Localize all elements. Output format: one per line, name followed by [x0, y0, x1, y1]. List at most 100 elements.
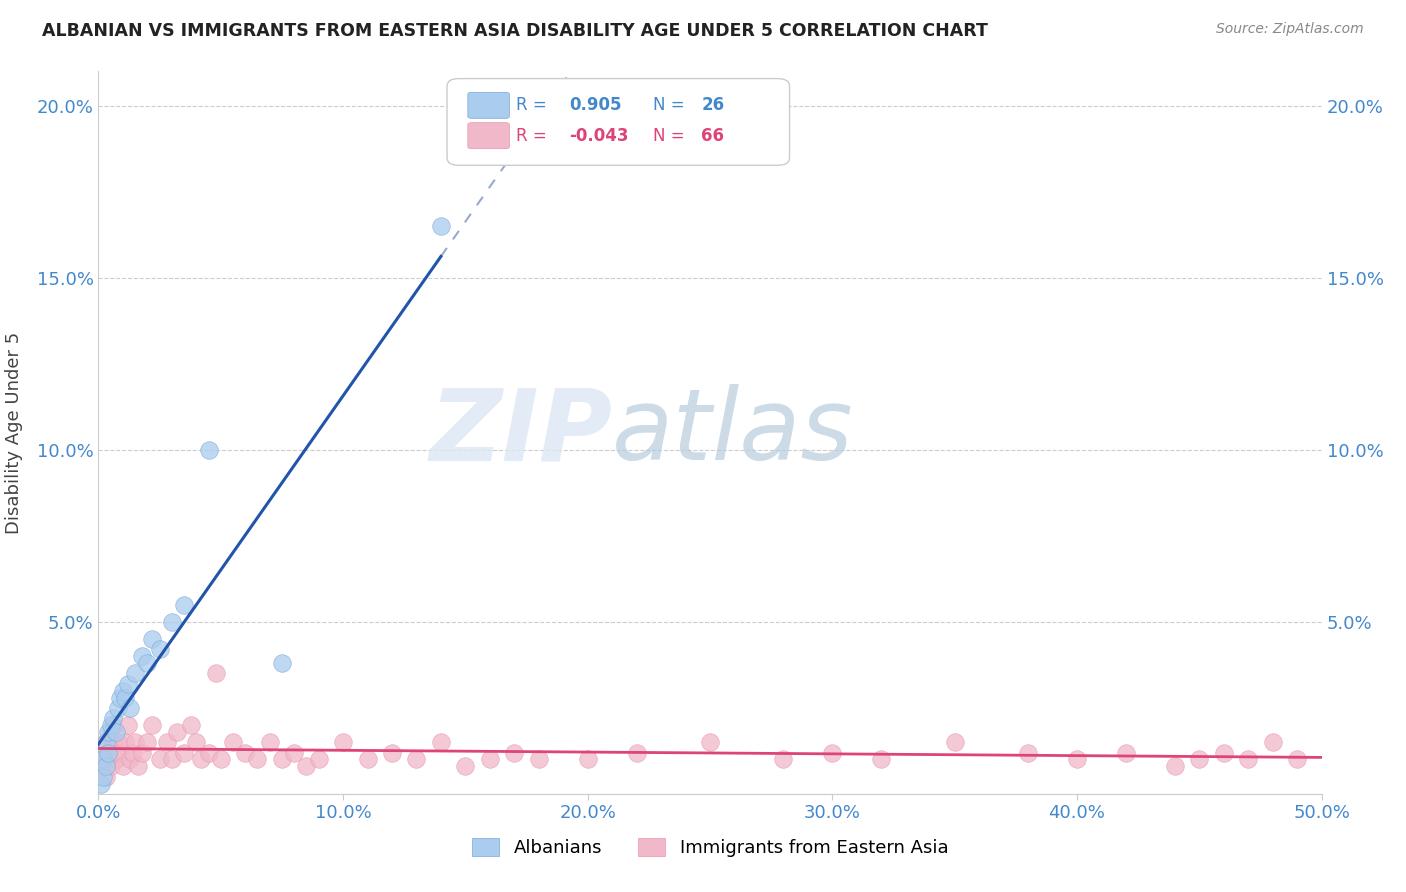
Point — [97, 746, 120, 760]
Point — [131, 649, 153, 664]
Point — [209, 752, 232, 766]
Point — [332, 735, 354, 749]
Point — [160, 752, 183, 766]
Legend: Albanians, Immigrants from Eastern Asia: Albanians, Immigrants from Eastern Asia — [472, 838, 948, 857]
Point — [160, 615, 183, 629]
Point — [233, 746, 256, 760]
Point — [107, 701, 129, 715]
Point — [246, 752, 269, 766]
Point — [197, 442, 219, 457]
Point — [1188, 752, 1211, 766]
Text: -0.043: -0.043 — [569, 127, 628, 145]
Point — [94, 759, 117, 773]
Point — [430, 219, 453, 234]
Text: 66: 66 — [702, 127, 724, 145]
Point — [1237, 752, 1260, 766]
Point — [576, 752, 599, 766]
Point — [90, 752, 112, 766]
Point — [295, 759, 318, 773]
Point — [124, 735, 146, 749]
Text: ALBANIAN VS IMMIGRANTS FROM EASTERN ASIA DISABILITY AGE UNDER 5 CORRELATION CHAR: ALBANIAN VS IMMIGRANTS FROM EASTERN ASIA… — [42, 22, 988, 40]
Point — [943, 735, 966, 749]
Point — [173, 746, 195, 760]
Point — [180, 718, 202, 732]
Point — [111, 759, 134, 773]
Point — [259, 735, 281, 749]
Point — [94, 770, 117, 784]
Point — [870, 752, 893, 766]
Point — [405, 752, 427, 766]
Point — [101, 718, 124, 732]
FancyBboxPatch shape — [468, 123, 509, 149]
Point — [1261, 735, 1284, 749]
Point — [110, 690, 132, 705]
Point — [166, 725, 188, 739]
Point — [308, 752, 330, 766]
Point — [190, 752, 212, 766]
Point — [100, 718, 122, 732]
Text: Source: ZipAtlas.com: Source: ZipAtlas.com — [1216, 22, 1364, 37]
FancyBboxPatch shape — [468, 92, 509, 119]
Text: R =: R = — [516, 96, 547, 114]
Text: R =: R = — [516, 127, 547, 145]
Point — [205, 666, 228, 681]
Point — [1212, 746, 1234, 760]
Point — [120, 752, 142, 766]
Point — [1164, 759, 1187, 773]
Point — [97, 725, 120, 739]
Point — [120, 701, 142, 715]
Point — [107, 735, 129, 749]
Point — [156, 735, 179, 749]
Point — [1286, 752, 1309, 766]
Point — [772, 752, 794, 766]
Point — [381, 746, 404, 760]
Point — [110, 746, 132, 760]
Point — [197, 746, 219, 760]
Point — [430, 735, 453, 749]
Point — [270, 656, 294, 670]
Point — [100, 759, 122, 773]
Point — [173, 598, 195, 612]
Point — [101, 711, 124, 725]
Point — [186, 735, 208, 749]
Point — [91, 770, 114, 784]
Point — [131, 746, 153, 760]
Point — [478, 752, 501, 766]
Point — [94, 735, 117, 749]
Point — [222, 735, 245, 749]
Point — [97, 746, 120, 760]
Point — [111, 683, 134, 698]
Point — [149, 752, 172, 766]
Point — [117, 677, 139, 691]
Point — [699, 735, 721, 749]
Point — [104, 752, 127, 766]
Text: atlas: atlas — [612, 384, 853, 481]
Point — [141, 632, 163, 646]
Point — [91, 752, 114, 766]
Text: 0.905: 0.905 — [569, 96, 621, 114]
Text: 26: 26 — [702, 96, 724, 114]
Point — [454, 759, 477, 773]
Point — [141, 718, 163, 732]
Point — [121, 746, 143, 760]
Point — [101, 735, 124, 749]
Point — [1115, 746, 1137, 760]
Point — [114, 690, 136, 705]
Point — [283, 746, 305, 760]
Point — [149, 642, 172, 657]
Point — [127, 759, 149, 773]
Point — [1017, 746, 1039, 760]
Y-axis label: Disability Age Under 5: Disability Age Under 5 — [4, 332, 22, 533]
Text: N =: N = — [652, 96, 685, 114]
Point — [117, 718, 139, 732]
Point — [136, 656, 159, 670]
Point — [1066, 752, 1088, 766]
Point — [626, 746, 648, 760]
Point — [90, 776, 112, 790]
Point — [100, 725, 122, 739]
Point — [94, 735, 117, 749]
Point — [114, 735, 136, 749]
Point — [821, 746, 844, 760]
Point — [104, 725, 127, 739]
Point — [91, 759, 114, 773]
